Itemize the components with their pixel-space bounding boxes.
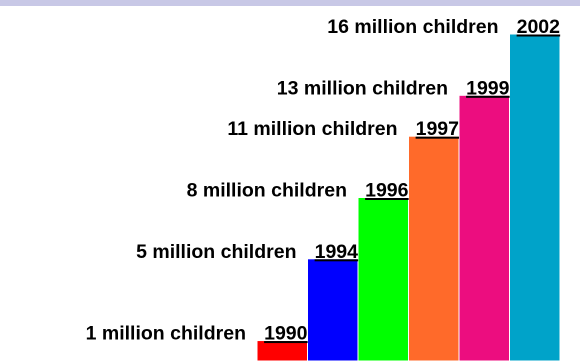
year-underline-1996	[365, 198, 409, 200]
value-label-1990: 1 million children	[86, 323, 246, 345]
year-label-1996: 1996	[365, 180, 409, 202]
value-label-1994: 5 million children	[136, 241, 296, 263]
year-label-1994: 1994	[315, 241, 359, 263]
year-underline-1994	[314, 259, 359, 262]
bar-1999	[458, 94, 510, 361]
bar-1996	[357, 197, 409, 361]
value-label-1999: 13 million children	[277, 77, 448, 99]
year-label-1997: 1997	[416, 118, 459, 140]
value-label-1997: 11 million children	[227, 118, 397, 140]
bar-1994	[307, 258, 359, 361]
year-label-2002: 2002	[517, 16, 561, 38]
year-underline-2002	[516, 34, 561, 37]
year-underline-1999	[466, 95, 510, 98]
top-border	[0, 0, 580, 6]
bar-2002	[509, 33, 561, 361]
bars-group	[256, 33, 561, 361]
value-label-2002: 16 million children	[327, 16, 498, 38]
year-label-1999: 1999	[466, 77, 510, 99]
labels-group: 1990 1 million children 1994 5 million chil…	[86, 16, 561, 345]
value-label-1996: 8 million children	[187, 180, 347, 202]
year-underline-1997	[415, 136, 459, 139]
year-label-1990: 1990	[264, 323, 308, 345]
bar-1997	[408, 135, 460, 361]
year-underline-1990	[264, 341, 308, 344]
